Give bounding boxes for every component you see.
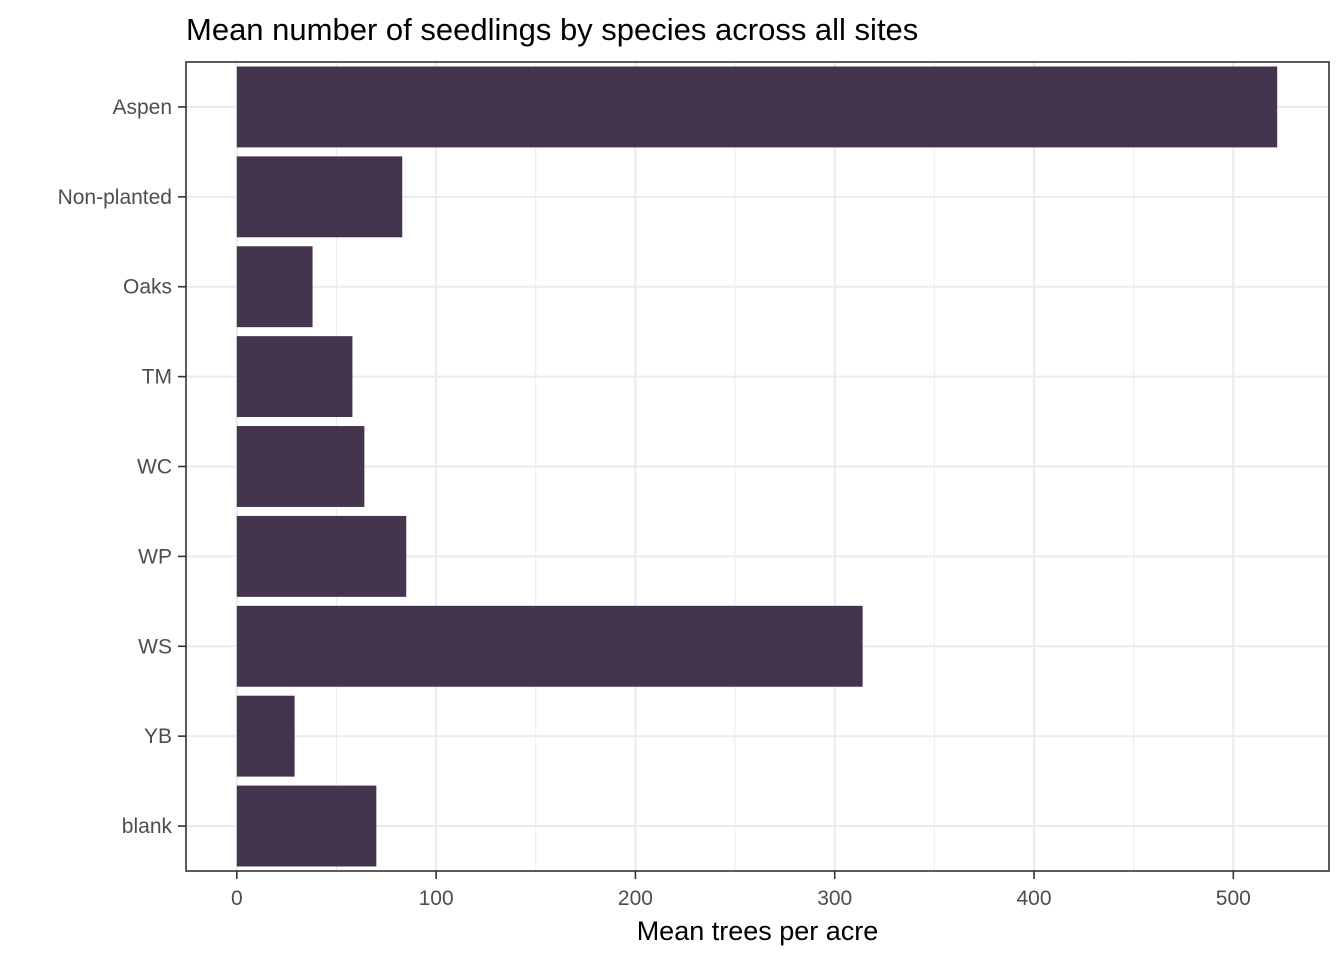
bar-aspen bbox=[236, 66, 1278, 148]
y-tick-label: Non-planted bbox=[58, 186, 172, 209]
x-axis-title: Mean trees per acre bbox=[637, 916, 879, 946]
y-tick-label: Oaks bbox=[123, 276, 172, 299]
y-tick-label: Aspen bbox=[112, 96, 172, 119]
y-tick-label: WP bbox=[138, 545, 172, 568]
x-axis: 0 100 200 300 400 500 bbox=[231, 871, 1251, 910]
x-tick-label: 100 bbox=[419, 887, 454, 910]
bar-oaks bbox=[236, 246, 313, 328]
bar-blank bbox=[236, 785, 377, 867]
bar-wp bbox=[236, 515, 407, 597]
x-tick-label: 0 bbox=[231, 887, 243, 910]
y-tick-label: YB bbox=[144, 725, 172, 748]
y-tick-label: WC bbox=[137, 456, 172, 479]
x-tick-label: 300 bbox=[817, 887, 852, 910]
bar-yb bbox=[236, 695, 295, 777]
bar-ws bbox=[236, 605, 863, 687]
bar-wc bbox=[236, 426, 365, 507]
y-axis: Aspen Non-planted Oaks TM WC WP WS YB blank bbox=[58, 96, 186, 838]
x-tick-label: 400 bbox=[1017, 887, 1052, 910]
bar-tm bbox=[236, 336, 353, 418]
bars bbox=[236, 66, 1278, 867]
y-tick-label: TM bbox=[142, 366, 172, 389]
y-tick-label: WS bbox=[138, 635, 172, 658]
x-tick-label: 200 bbox=[618, 887, 653, 910]
x-tick-label: 500 bbox=[1216, 887, 1251, 910]
chart-title: Mean number of seedlings by species acro… bbox=[186, 12, 918, 47]
bar-non-planted bbox=[236, 156, 403, 238]
y-tick-label: blank bbox=[122, 815, 173, 838]
